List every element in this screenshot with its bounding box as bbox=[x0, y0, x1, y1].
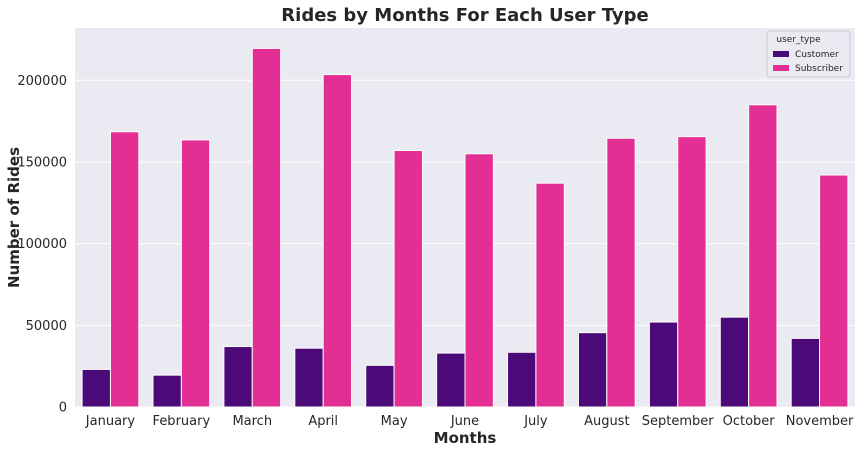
bar-customer-august bbox=[577, 332, 608, 408]
bar-subscriber-november bbox=[819, 174, 849, 408]
bar-customer-june bbox=[436, 352, 466, 408]
bar-subscriber-june bbox=[464, 153, 494, 408]
bar-subscriber-may bbox=[393, 150, 423, 408]
legend-swatch-customer bbox=[773, 51, 789, 57]
bar-subscriber-march bbox=[251, 47, 282, 408]
bar-customer-october bbox=[719, 316, 750, 408]
bar-customer-march bbox=[223, 346, 253, 408]
legend-title: user_type bbox=[776, 35, 821, 45]
x-axis-label: Months bbox=[434, 429, 497, 447]
bar-customer-september bbox=[648, 321, 679, 408]
chart-title: Rides by Months For Each User Type bbox=[281, 5, 648, 26]
bars-group bbox=[81, 47, 849, 408]
bar-subscriber-april bbox=[322, 74, 353, 408]
bar-subscriber-january bbox=[109, 131, 140, 408]
bar-subscriber-september bbox=[677, 136, 707, 408]
x-tick-label: July bbox=[523, 414, 548, 429]
y-axis-label: Number of Rides bbox=[5, 147, 23, 288]
y-tick-label: 150000 bbox=[17, 155, 67, 170]
bar-subscriber-august bbox=[606, 137, 636, 408]
x-tick-label: September bbox=[642, 414, 715, 429]
x-tick-label: November bbox=[786, 414, 854, 429]
bar-subscriber-july bbox=[535, 182, 565, 408]
bar-customer-april bbox=[294, 347, 324, 408]
y-axis-ticks: 0 50000 100000 150000 200000 bbox=[17, 74, 67, 416]
x-tick-label: June bbox=[450, 414, 479, 429]
bar-customer-july bbox=[507, 351, 537, 408]
y-tick-label: 0 bbox=[59, 401, 67, 416]
x-tick-label: April bbox=[308, 414, 338, 429]
y-tick-label: 200000 bbox=[17, 74, 67, 89]
x-axis-ticks: January February March April May June July Augu… bbox=[85, 414, 854, 429]
legend-label-customer: Customer bbox=[795, 50, 839, 60]
bar-customer-november bbox=[790, 337, 821, 408]
bar-customer-february bbox=[152, 374, 182, 408]
x-tick-label: March bbox=[232, 414, 272, 429]
x-tick-label: February bbox=[153, 414, 211, 429]
y-tick-label: 50000 bbox=[26, 319, 67, 334]
legend: user_type Customer Subscriber bbox=[766, 30, 851, 78]
bar-customer-may bbox=[365, 364, 395, 408]
x-tick-label: October bbox=[723, 414, 776, 429]
legend-swatch-subscriber bbox=[773, 65, 789, 71]
bar-subscriber-october bbox=[748, 104, 778, 408]
bar-customer-january bbox=[81, 368, 111, 408]
x-tick-label: August bbox=[584, 414, 630, 429]
x-tick-label: May bbox=[381, 414, 408, 429]
x-tick-label: January bbox=[85, 414, 136, 429]
legend-label-subscriber: Subscriber bbox=[795, 64, 843, 74]
bar-subscriber-february bbox=[180, 139, 211, 408]
y-tick-label: 100000 bbox=[17, 237, 67, 252]
